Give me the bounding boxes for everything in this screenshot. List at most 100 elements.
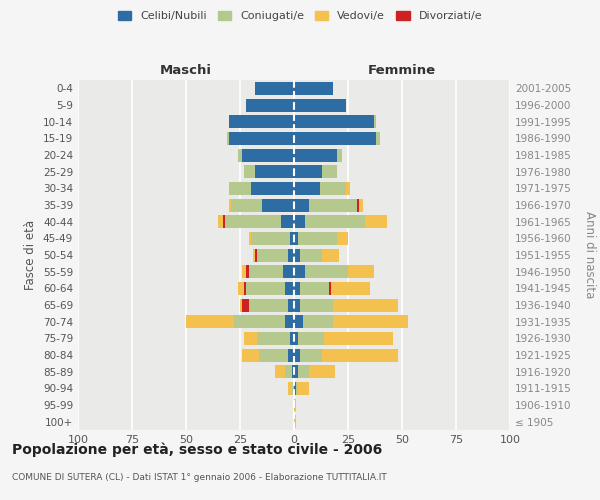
Bar: [244, 282, 247, 295]
Bar: [294, 248, 301, 262]
Bar: [242, 148, 294, 162]
Bar: [238, 148, 242, 162]
Bar: [333, 315, 409, 328]
Bar: [244, 332, 257, 345]
Bar: [322, 165, 337, 178]
Text: Maschi: Maschi: [160, 64, 212, 77]
Bar: [287, 348, 294, 362]
Bar: [294, 348, 301, 362]
Legend: Celibi/Nubili, Coniugati/e, Vedovi/e, Divorziati/e: Celibi/Nubili, Coniugati/e, Vedovi/e, Di…: [113, 6, 487, 26]
Bar: [301, 282, 329, 295]
Bar: [298, 232, 337, 245]
Bar: [294, 232, 298, 245]
Bar: [275, 365, 286, 378]
Bar: [240, 298, 242, 312]
Bar: [337, 232, 348, 245]
Bar: [251, 182, 294, 195]
Bar: [225, 215, 281, 228]
Bar: [331, 282, 370, 295]
Bar: [322, 248, 340, 262]
Bar: [348, 265, 374, 278]
Bar: [255, 82, 294, 95]
Bar: [242, 348, 259, 362]
Y-axis label: Fasce di età: Fasce di età: [25, 220, 37, 290]
Bar: [287, 298, 294, 312]
Bar: [292, 382, 294, 395]
Bar: [298, 365, 309, 378]
Bar: [294, 298, 301, 312]
Bar: [286, 315, 294, 328]
Bar: [365, 215, 387, 228]
Bar: [229, 198, 232, 211]
Bar: [294, 398, 296, 411]
Bar: [294, 365, 298, 378]
Bar: [374, 115, 376, 128]
Bar: [294, 148, 337, 162]
Bar: [233, 315, 286, 328]
Bar: [294, 82, 333, 95]
Bar: [229, 115, 294, 128]
Bar: [296, 382, 298, 395]
Bar: [320, 182, 346, 195]
Bar: [287, 248, 294, 262]
Bar: [257, 248, 287, 262]
Bar: [329, 282, 331, 295]
Bar: [286, 282, 294, 295]
Bar: [359, 198, 363, 211]
Text: Femmine: Femmine: [368, 64, 436, 77]
Bar: [294, 282, 301, 295]
Bar: [290, 232, 294, 245]
Bar: [292, 365, 294, 378]
Bar: [290, 332, 294, 345]
Bar: [302, 315, 333, 328]
Bar: [281, 215, 294, 228]
Bar: [294, 315, 302, 328]
Bar: [301, 298, 333, 312]
Bar: [337, 148, 341, 162]
Bar: [283, 265, 294, 278]
Bar: [333, 298, 398, 312]
Bar: [309, 198, 356, 211]
Bar: [294, 115, 374, 128]
Bar: [248, 232, 251, 245]
Bar: [294, 382, 296, 395]
Bar: [255, 248, 257, 262]
Bar: [223, 215, 225, 228]
Text: Popolazione per età, sesso e stato civile - 2006: Popolazione per età, sesso e stato civil…: [12, 442, 382, 457]
Bar: [248, 265, 283, 278]
Bar: [238, 282, 244, 295]
Bar: [248, 298, 287, 312]
Bar: [322, 348, 398, 362]
Bar: [298, 382, 309, 395]
Bar: [232, 198, 262, 211]
Bar: [229, 182, 251, 195]
Bar: [244, 165, 255, 178]
Bar: [229, 132, 294, 145]
Bar: [242, 298, 248, 312]
Text: COMUNE DI SUTERA (CL) - Dati ISTAT 1° gennaio 2006 - Elaborazione TUTTITALIA.IT: COMUNE DI SUTERA (CL) - Dati ISTAT 1° ge…: [12, 472, 387, 482]
Bar: [376, 132, 380, 145]
Bar: [356, 198, 359, 211]
Bar: [287, 382, 292, 395]
Bar: [298, 332, 324, 345]
Bar: [294, 165, 322, 178]
Bar: [305, 215, 365, 228]
Bar: [262, 198, 294, 211]
Bar: [346, 182, 350, 195]
Bar: [259, 348, 287, 362]
Bar: [227, 132, 229, 145]
Bar: [186, 315, 233, 328]
Bar: [294, 332, 298, 345]
Bar: [255, 165, 294, 178]
Bar: [218, 215, 223, 228]
Bar: [294, 415, 296, 428]
Bar: [247, 98, 294, 112]
Bar: [294, 198, 309, 211]
Bar: [309, 365, 335, 378]
Bar: [301, 348, 322, 362]
Bar: [294, 265, 305, 278]
Y-axis label: Anni di nascita: Anni di nascita: [583, 212, 596, 298]
Bar: [247, 265, 248, 278]
Bar: [247, 282, 286, 295]
Bar: [301, 248, 322, 262]
